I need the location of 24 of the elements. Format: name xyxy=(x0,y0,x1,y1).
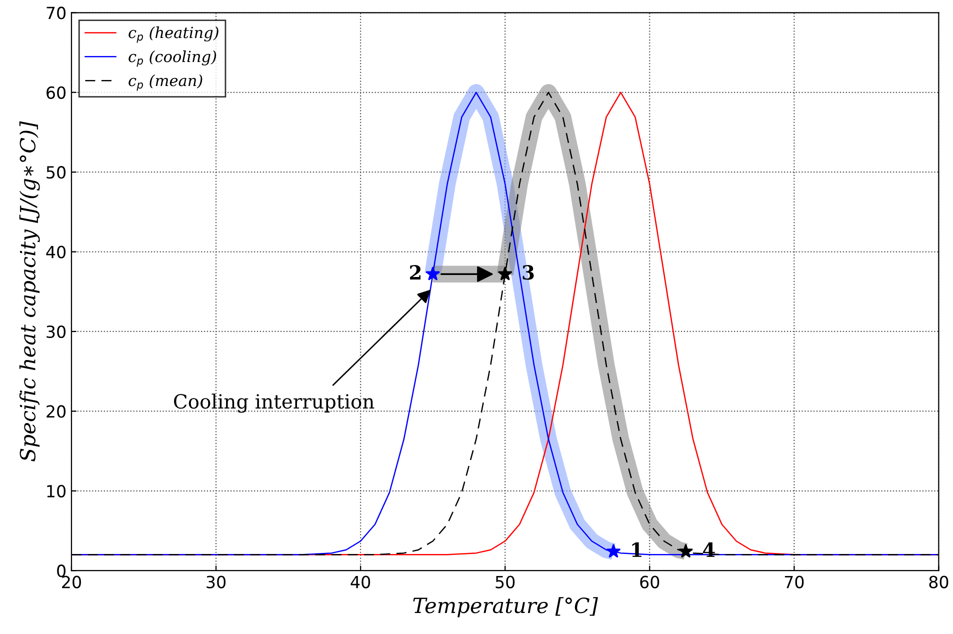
legend-label: c$_{p}$ (mean) xyxy=(128,74,202,91)
y-axis-title: Specific heat capacity [J/(g∗°C)] xyxy=(19,121,40,462)
x-tick-label: 80 xyxy=(929,576,948,588)
x-axis-title: Temperature [°C] xyxy=(413,597,598,618)
annotation: Cooling interruption xyxy=(174,394,374,413)
annotation: 2 xyxy=(410,265,420,280)
x-tick-label: 30 xyxy=(206,576,226,588)
x-tick-label: 40 xyxy=(350,576,370,588)
y-tick-label: 60 xyxy=(46,86,66,99)
y-tick-label: 40 xyxy=(46,246,66,258)
y-tick-label: 50 xyxy=(46,166,66,179)
y-tick-label: 10 xyxy=(47,484,66,498)
legend-label: c$_{p}$ (heating) xyxy=(128,26,218,43)
x-tick-label: 60 xyxy=(640,576,660,588)
annotation: 3 xyxy=(522,265,534,280)
x-tick-label: 50 xyxy=(496,576,515,588)
y-tick-label: 30 xyxy=(46,325,66,338)
y-tick-label: 70 xyxy=(46,6,66,20)
x-tick-label: 20 xyxy=(62,576,81,588)
y-tick-label: 0 xyxy=(57,564,66,578)
x-tick-label: 70 xyxy=(784,576,804,588)
y-tick-label: 20 xyxy=(46,405,66,418)
legend-label: c$_{p}$ (cooling) xyxy=(128,50,216,67)
annotation: 4 xyxy=(702,542,715,557)
